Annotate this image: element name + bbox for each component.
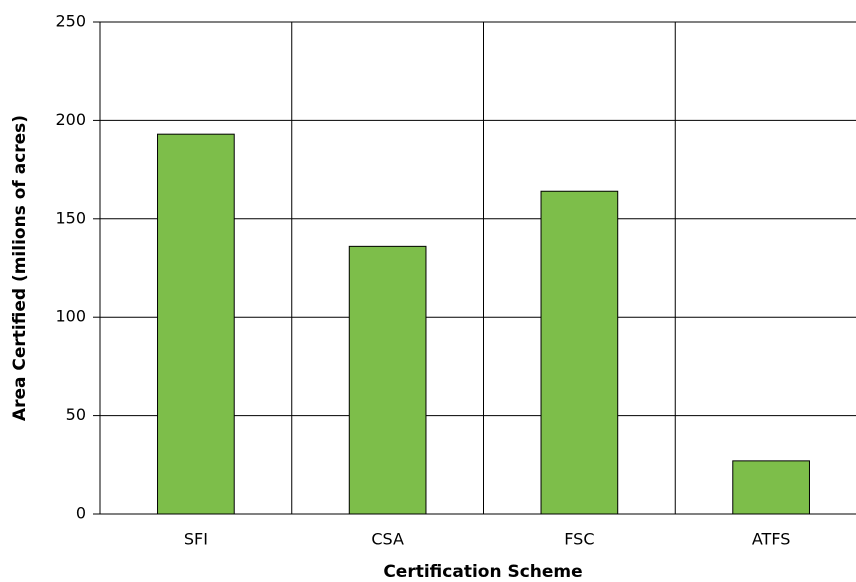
x-tick-label: CSA <box>371 530 404 549</box>
y-tick-label: 200 <box>55 110 86 129</box>
x-tick-label: FSC <box>564 530 594 549</box>
bar <box>348 245 427 515</box>
bar <box>157 133 235 515</box>
y-tick-label: 100 <box>55 307 86 326</box>
y-tick-label: 0 <box>76 504 86 523</box>
y-tick-label: 50 <box>66 405 86 424</box>
x-tick-label: ATFS <box>752 530 791 549</box>
y-tick-label: 250 <box>55 12 86 31</box>
bar <box>540 190 619 515</box>
x-tick-label: SFI <box>184 530 208 549</box>
y-tick-label: 150 <box>55 208 86 227</box>
y-axis-title: Area Certified (milions of acres) <box>10 115 30 421</box>
bar <box>732 460 810 515</box>
x-axis-title: Certification Scheme <box>383 562 582 582</box>
